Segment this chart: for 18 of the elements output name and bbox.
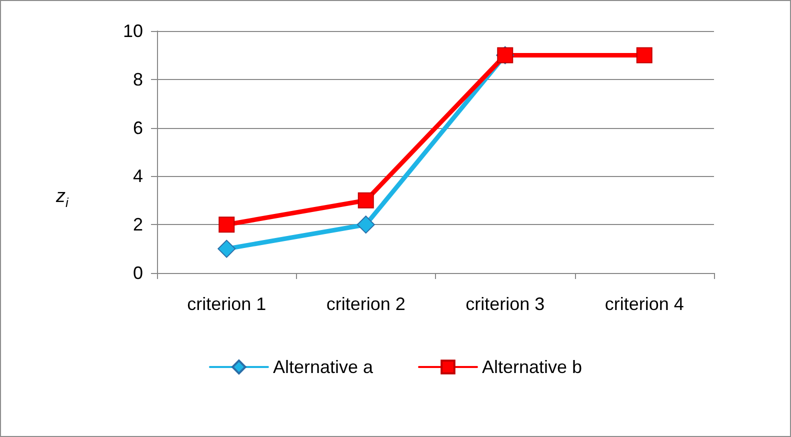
y-tick-label: 0 — [132, 263, 143, 283]
y-tick-label: 6 — [132, 118, 143, 138]
y-axis-title: z$_{i}$ — [56, 186, 68, 210]
x-tick-label: criterion 3 — [466, 294, 545, 314]
point — [636, 47, 652, 64]
x-tick-label: criterion 2 — [326, 294, 406, 314]
y-tick-label: 2 — [132, 214, 143, 235]
legend-label: Alternative a — [272, 357, 374, 377]
y-tick-label: 10 — [122, 21, 143, 41]
point — [358, 192, 374, 208]
y-tick-label: 4 — [132, 166, 143, 186]
point — [356, 216, 375, 234]
x-tick-label: criterion 4 — [604, 294, 684, 314]
legend-label: Alternative b — [482, 357, 582, 377]
point — [218, 216, 235, 233]
point — [218, 240, 236, 258]
x-tick-label: criterion 1 — [187, 294, 266, 314]
y-tick-label: 8 — [132, 69, 143, 90]
